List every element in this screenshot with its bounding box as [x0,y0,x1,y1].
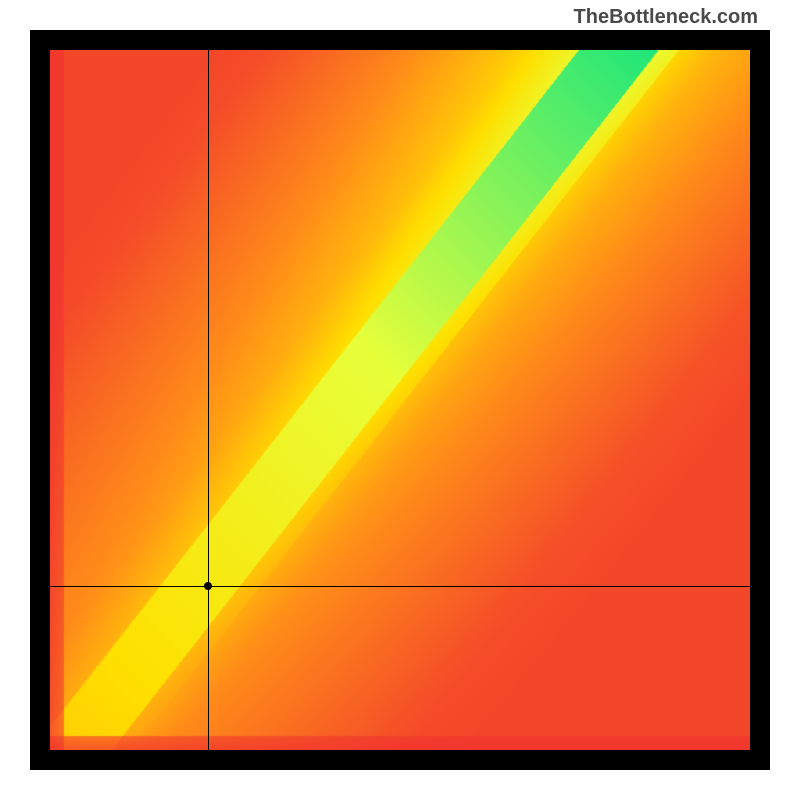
marker-dot [204,582,212,590]
watermark-text: TheBottleneck.com [574,6,758,29]
crosshair-vertical [208,50,209,750]
chart-container: TheBottleneck.com [0,0,800,800]
heatmap-canvas [50,50,750,750]
plot-area [50,50,750,750]
chart-frame [30,30,770,770]
crosshair-horizontal [50,586,750,587]
